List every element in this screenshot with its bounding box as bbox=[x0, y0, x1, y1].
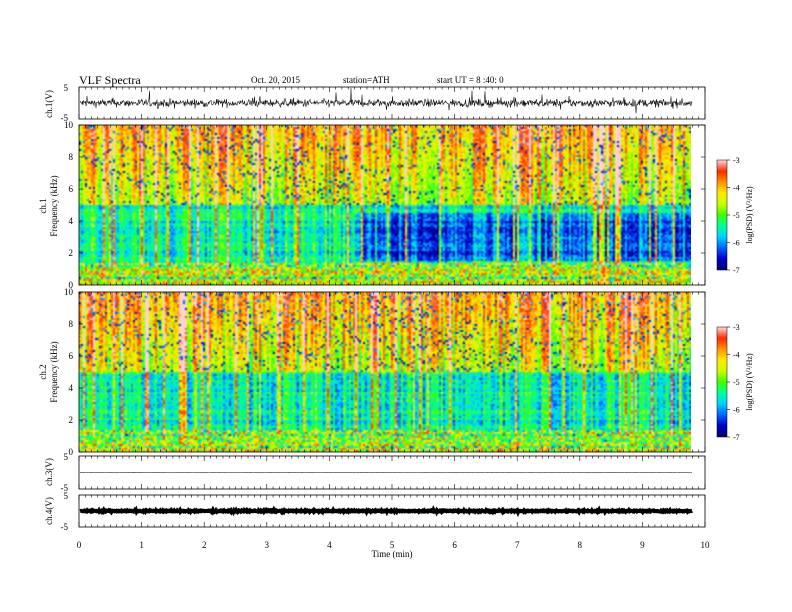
ch2-spec-ytick-label: 6 bbox=[69, 351, 74, 361]
ch4-trace bbox=[79, 505, 694, 518]
ch3-waveform-panel: 5 -5 ch.3(V) bbox=[44, 452, 706, 493]
ch2-colorbar-label: log(PSD) (V²/Hz) bbox=[745, 353, 754, 411]
ch1-ytick-top: 5 bbox=[64, 83, 69, 93]
ch3-waveform-ylabel: ch.3(V) bbox=[44, 458, 54, 486]
ch1-colorbar-tick-label: -5 bbox=[733, 211, 740, 220]
x-tick-label: 10 bbox=[701, 540, 711, 550]
station-label: station=ATH bbox=[343, 75, 390, 85]
ch2-colorbar-tick-label: -7 bbox=[733, 433, 740, 442]
ch1-colorbar-tick-label: -7 bbox=[733, 266, 740, 275]
ch1-spec-ytick-label: 0 bbox=[69, 280, 74, 290]
x-tick-label: 9 bbox=[640, 540, 645, 550]
ch2-colorbar-tick-label: -6 bbox=[733, 406, 740, 415]
x-tick-label: 3 bbox=[265, 540, 270, 550]
start-ut-label: start UT = 8 :40: 0 bbox=[437, 75, 504, 85]
x-axis-label: Time (min) bbox=[372, 549, 413, 559]
ch2-frequency-ylabel: Frequency (kHz) bbox=[49, 341, 59, 402]
ch2-spec-ytick-label: 4 bbox=[69, 383, 74, 393]
x-tick-label: 7 bbox=[515, 540, 520, 550]
ch1-spec-label: ch.1 bbox=[38, 198, 48, 213]
ch1-waveform-ylabel: ch.1(V) bbox=[44, 90, 54, 118]
x-tick-label: 8 bbox=[578, 540, 583, 550]
ch4-ytick-bottom: -5 bbox=[61, 522, 69, 532]
ch1-spec-ytick-label: 6 bbox=[69, 184, 74, 194]
x-tick-label: 1 bbox=[139, 540, 144, 550]
ch1-colorbar-tick-label: -3 bbox=[733, 156, 740, 165]
ch1-colorbar-label: log(PSD) (V²/Hz) bbox=[745, 186, 754, 244]
ch1-trace bbox=[79, 87, 693, 114]
ch2-colorbar-tick-label: -3 bbox=[733, 323, 740, 332]
ch2-spec-ytick-label: 8 bbox=[69, 319, 74, 329]
ch3-ytick-top: 5 bbox=[64, 452, 69, 462]
ch1-spec-ytick-label: 4 bbox=[69, 216, 74, 226]
ch2-colorbar-tick-label: -5 bbox=[733, 378, 740, 387]
ch1-spec-ytick-label: 8 bbox=[69, 152, 74, 162]
ch1-colorbar-tick-label: -4 bbox=[733, 184, 740, 193]
x-tick-label: 2 bbox=[202, 540, 207, 550]
ch2-spec-ytick-label: 2 bbox=[69, 415, 74, 425]
x-tick-label: 6 bbox=[452, 540, 457, 550]
ch2-spectrogram-image bbox=[79, 292, 691, 452]
ch1-frequency-ylabel: Frequency (kHz) bbox=[49, 175, 59, 236]
x-tick-label: 4 bbox=[327, 540, 332, 550]
figure-title: VLF Spectra bbox=[79, 73, 141, 87]
ch2-colorbar bbox=[717, 327, 727, 437]
ch3-ytick-bottom: -5 bbox=[61, 483, 69, 493]
x-tick-label: 5 bbox=[390, 540, 395, 550]
x-tick-label: 0 bbox=[77, 540, 82, 550]
ch2-spec-ytick-label: 10 bbox=[64, 287, 74, 297]
ch2-colorbar-tick-label: -4 bbox=[733, 351, 740, 360]
ch1-ytick-bottom: -5 bbox=[61, 113, 69, 123]
ch1-spectrogram-image bbox=[79, 125, 691, 285]
ch1-waveform-panel: 5 -5 ch.1(V) bbox=[44, 83, 706, 123]
ch1-colorbar-tick-label: -6 bbox=[733, 239, 740, 248]
ch4-waveform-panel: 5 -5 ch.4(V) bbox=[44, 491, 706, 532]
ch1-spec-ytick-label: 2 bbox=[69, 248, 74, 258]
ch1-colorbar bbox=[717, 160, 727, 270]
date-label: Oct. 20, 2015 bbox=[251, 75, 300, 85]
ch4-waveform-ylabel: ch.4(V) bbox=[44, 497, 54, 525]
ch2-spec-ytick-label: 0 bbox=[69, 447, 74, 457]
ch2-spec-label: ch.2 bbox=[38, 364, 48, 379]
ch3-trace bbox=[79, 471, 693, 474]
ch1-spec-ytick-label: 10 bbox=[64, 120, 74, 130]
ch4-ytick-top: 5 bbox=[64, 491, 69, 501]
